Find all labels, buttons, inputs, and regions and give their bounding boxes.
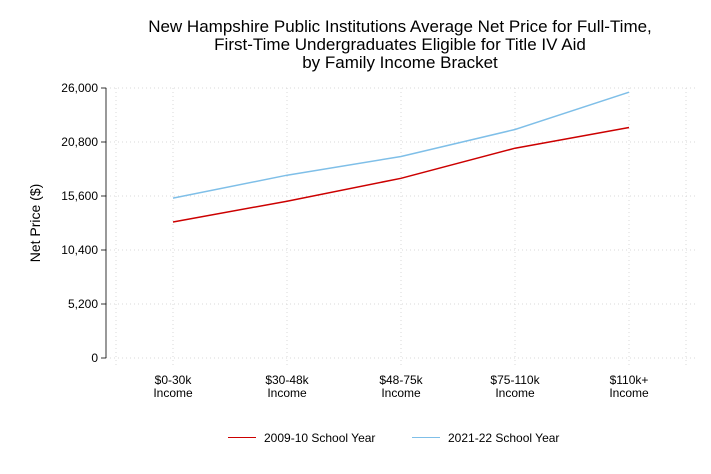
y-tick-label: 15,600 [61,189,98,203]
x-tick-label-line: $0-30k [155,373,193,387]
chart-title-line-3: by Family Income Bracket [302,53,498,72]
y-tick-label: 26,000 [61,81,98,95]
series-line-1 [172,91,630,199]
legend-swatch-2021-22 [412,437,440,439]
y-axis-label: Net Price ($) [27,184,43,263]
x-tick-label-line: Income [153,386,193,400]
x-tick-label-line: $30-48k [265,373,309,387]
x-tick-label: $75-110k Income [490,373,540,400]
x-tick-label-line: Income [495,386,535,400]
chart-title: New Hampshire Public Institutions Averag… [0,18,711,72]
y-tick-label: 0 [91,351,98,365]
legend: 2009-10 School Year 2021-22 School Year [0,428,711,448]
x-tick-label-line: $48-75k [379,373,423,387]
x-tick-label: $48-75k Income [379,373,423,400]
chart-title-line-1: New Hampshire Public Institutions Averag… [148,17,652,36]
y-tick-label: 20,800 [61,135,98,149]
chart-title-line-2: First-Time Undergraduates Eligible for T… [214,35,586,54]
x-tick-label: $0-30k Income [153,373,193,400]
y-tick-label: 5,200 [68,297,98,311]
x-tick-label-line: Income [267,386,307,400]
legend-item-2009-10: 2009-10 School Year [228,428,375,448]
legend-label-2009-10: 2009-10 School Year [264,431,376,445]
series-line-0 [172,126,630,223]
y-tick-label: 10,400 [61,243,98,257]
legend-item-2021-22: 2021-22 School Year [412,428,559,448]
legend-swatch-2009-10 [228,437,256,439]
legend-label-2021-22: 2021-22 School Year [448,431,560,445]
x-tick-label: $110k+ Income [609,373,649,400]
x-tick-label: $30-48k Income [265,373,309,400]
x-tick-label-line: $110k+ [610,373,649,387]
x-tick-label-line: Income [609,386,649,400]
x-tick-label-line: Income [381,386,421,400]
x-tick-label-line: $75-110k [490,373,540,387]
